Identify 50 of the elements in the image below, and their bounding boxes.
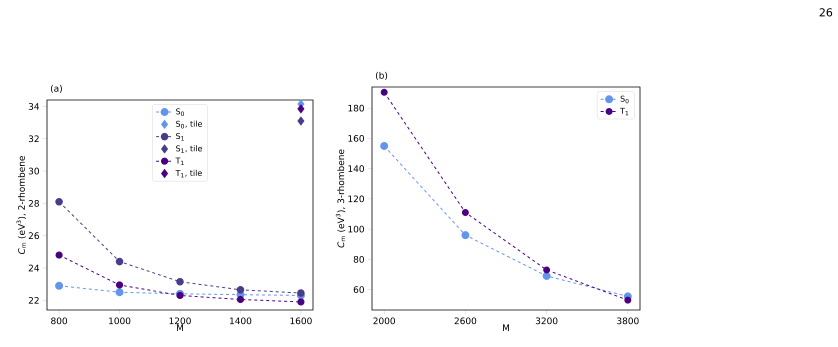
x-axis-title: M	[177, 324, 183, 331]
point	[55, 198, 63, 206]
point	[176, 278, 184, 286]
point	[380, 88, 388, 96]
point	[297, 104, 304, 114]
point	[116, 281, 124, 289]
point	[624, 296, 632, 304]
point	[55, 282, 64, 290]
y-tick-label: 60	[354, 286, 364, 293]
y-tick-label: 180	[348, 104, 364, 112]
point	[236, 296, 244, 304]
point	[116, 258, 124, 266]
point	[236, 286, 244, 294]
x-tick-label: 1400	[230, 317, 252, 324]
x-tick-label: 1200	[170, 317, 191, 324]
text: 26	[820, 8, 832, 16]
point	[297, 298, 304, 306]
y-tick-label: 80	[354, 256, 364, 263]
chart-title: (b)	[376, 72, 388, 80]
y-tick-label: 26	[28, 232, 39, 240]
y-tick-label: 30	[28, 168, 39, 174]
y-tick-label: 28	[28, 200, 39, 207]
y-tick-label: 24	[28, 264, 40, 272]
point	[543, 266, 550, 274]
y-axis-title: C$_{m}$ (eV$^{3}$), 2-rhombene	[16, 156, 26, 254]
chart-title: (a)	[50, 84, 62, 93]
y-axis-title: C$_{m}$ (eV$^{3}$), 3-rhombene	[336, 150, 346, 248]
point	[116, 288, 124, 296]
x-tick-label: 1000	[109, 317, 130, 324]
x-tick-label: 3800	[617, 317, 639, 324]
x-tick-label: 2600	[454, 317, 476, 324]
y-tick-label: 120	[348, 195, 364, 202]
x-axis-title: M	[503, 324, 509, 331]
x-tick-label: 3200	[536, 317, 558, 324]
point	[297, 289, 305, 297]
y-tick-label: 100	[348, 226, 364, 233]
point	[56, 251, 63, 259]
x-tick-label: 2000	[373, 317, 395, 324]
point	[462, 208, 469, 216]
y-tick-label: 22	[28, 296, 39, 304]
x-tick-label: 800	[51, 317, 68, 324]
y-tick-label: 140	[348, 165, 364, 172]
point	[380, 142, 388, 150]
y-tick-label: 32	[28, 135, 39, 142]
y-tick-label: 160	[348, 135, 364, 142]
y-tick-label: 34	[28, 103, 40, 110]
point	[297, 116, 304, 126]
point	[542, 272, 551, 280]
point	[461, 231, 470, 240]
x-tick-label: 1600	[290, 317, 312, 324]
